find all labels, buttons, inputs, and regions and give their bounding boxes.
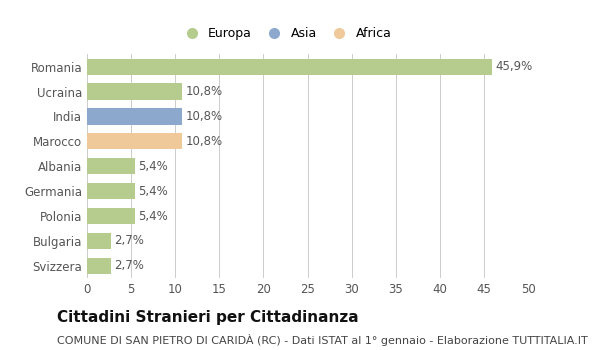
Bar — [87, 208, 134, 224]
Text: 5,4%: 5,4% — [138, 210, 168, 223]
Text: Cittadini Stranieri per Cittadinanza: Cittadini Stranieri per Cittadinanza — [57, 310, 359, 325]
Bar — [87, 258, 111, 274]
Text: COMUNE DI SAN PIETRO DI CARIDÀ (RC) - Dati ISTAT al 1° gennaio - Elaborazione TU: COMUNE DI SAN PIETRO DI CARIDÀ (RC) - Da… — [57, 334, 588, 346]
Bar — [87, 133, 182, 149]
Bar — [87, 158, 134, 174]
Bar — [87, 58, 492, 75]
Bar — [87, 108, 182, 125]
Text: 5,4%: 5,4% — [138, 185, 168, 198]
Text: 10,8%: 10,8% — [186, 135, 223, 148]
Text: 2,7%: 2,7% — [115, 234, 144, 247]
Text: 5,4%: 5,4% — [138, 160, 168, 173]
Bar — [87, 183, 134, 199]
Bar — [87, 233, 111, 249]
Text: 45,9%: 45,9% — [496, 60, 533, 73]
Text: 2,7%: 2,7% — [115, 259, 144, 272]
Legend: Europa, Asia, Africa: Europa, Asia, Africa — [175, 22, 397, 46]
Text: 10,8%: 10,8% — [186, 110, 223, 123]
Text: 10,8%: 10,8% — [186, 85, 223, 98]
Bar — [87, 84, 182, 100]
